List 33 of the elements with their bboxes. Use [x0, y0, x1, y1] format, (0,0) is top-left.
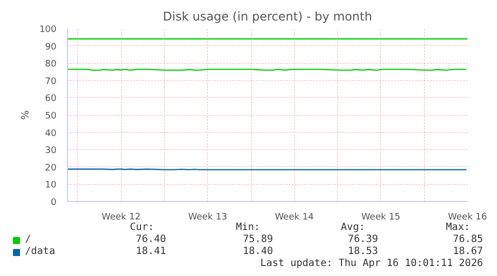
y-tick-label: 40 [45, 128, 57, 139]
text: Cur: [130, 222, 154, 234]
y-axis-title: % [20, 110, 32, 120]
y-tick-label: 20 [45, 163, 57, 174]
text: 75.89 [242, 234, 273, 246]
y-tick-label: 60 [45, 94, 57, 104]
x-tick-label: Week 14 [274, 212, 314, 222]
text: Last update: Thu Apr 16 10:01:11 2026 [260, 258, 483, 270]
y-tick-label: 30 [45, 146, 57, 156]
x-tick-label: Week 12 [102, 212, 141, 222]
y-tick-label: 0 [50, 198, 57, 208]
y-tick-label: 80 [45, 60, 57, 70]
text: 76.40 [136, 234, 166, 246]
y-tick-label: 10 [45, 180, 57, 191]
x-tick-label: Week 13 [188, 212, 228, 222]
y-tick-label: 90 [45, 42, 57, 52]
text: 76.85 [452, 234, 483, 246]
x-tick-label: Week 15 [361, 212, 400, 222]
text: Avg: [340, 222, 365, 234]
text: Min: [236, 222, 260, 234]
text: 18.53 [348, 246, 378, 258]
y-tick-label: 50 [45, 112, 57, 122]
text: 76.39 [348, 234, 378, 246]
text: 18.41 [136, 246, 166, 258]
legend-label: /data [25, 246, 56, 258]
y-tick-label: 100 [39, 25, 57, 35]
chart-title: Disk usage (in percent) - by month [162, 10, 372, 24]
text: 18.40 [242, 246, 273, 258]
legend-label: / [25, 234, 32, 246]
text: 18.67 [452, 246, 483, 258]
x-tick-label: Week 16 [448, 212, 488, 222]
y-tick-label: 70 [45, 76, 57, 87]
text: Max: [446, 222, 470, 234]
